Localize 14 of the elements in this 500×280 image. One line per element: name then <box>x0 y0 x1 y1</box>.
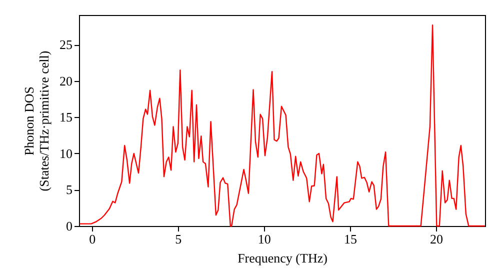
y-tick-label: 0 <box>66 218 72 234</box>
x-tick-label: 20 <box>430 232 443 246</box>
x-tick-label: 0 <box>89 232 96 246</box>
y-tick-label: 10 <box>60 146 72 161</box>
y-tick-label: 5 <box>66 182 72 198</box>
line-series <box>79 24 486 227</box>
y-tick-label: 20 <box>60 73 72 88</box>
x-tick-label: 15 <box>344 232 357 246</box>
x-tick-label: 10 <box>258 232 271 246</box>
y-tick-label: 15 <box>60 110 72 125</box>
x-tick-label: 5 <box>175 232 182 246</box>
x-axis-title: Frequency (THz) <box>238 250 328 266</box>
y-axis-title: Phonon DOS (States/THz·primitive cell) <box>22 50 52 192</box>
y-tick-label: 25 <box>60 37 72 52</box>
